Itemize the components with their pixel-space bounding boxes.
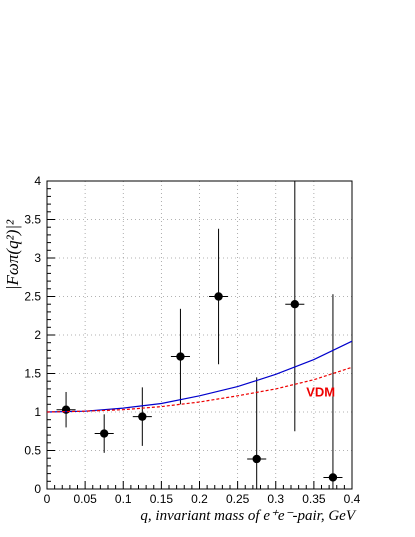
data-point [247,377,267,489]
data-marker [328,473,338,482]
x-tick-label: 0.25 [226,492,250,506]
data-point [132,387,152,446]
data-marker [290,300,300,309]
data-point [56,391,76,428]
y-tick-label: 1 [34,405,41,419]
axes [46,180,353,490]
grid [47,181,352,489]
data-marker [61,405,71,414]
annotations: VDM [306,385,335,400]
y-tick-label: 4 [34,174,41,188]
x-tick-label: 0.2 [191,492,208,506]
y-tick-label: 1.5 [24,367,41,381]
x-tick-label: 0.1 [115,492,132,506]
y-tick-label: 2 [34,328,41,342]
vdm-label: VDM [306,385,335,400]
x-axis-title: q, invariant mass of e⁺e⁻-pair, GeV [140,508,356,524]
data-marker [252,454,261,464]
vdm-curve [47,366,352,413]
y-tick-label: 0.5 [24,444,41,458]
data-point [170,308,190,405]
x-tick-label: 0.15 [150,492,174,506]
data-point [209,228,229,365]
x-tick-label: 0.4 [344,492,361,506]
y-tick-label: 2.5 [24,290,41,304]
y-tick-label: 0 [34,482,41,496]
data-marker [176,352,185,361]
data-point [323,294,343,489]
x-tick-label: 0 [44,492,51,506]
data-point [94,414,114,453]
x-tick-label: 0.05 [73,492,97,506]
y-axis-title: |Fωπ(q²)|² [3,219,22,290]
y-tick-label: 3 [34,251,41,265]
data-marker [138,412,147,421]
data-marker [99,429,109,438]
data-point [285,181,305,432]
x-tick-label: 0.35 [302,492,326,506]
series [47,181,352,489]
y-tick-label: 3.5 [24,213,41,227]
data-marker [214,292,223,301]
x-tick-label: 0.3 [267,492,284,506]
tick-labels: 0 0.05 0.1 0.15 0.2 0.25 0.3 0.35 0.4 0 0.5 1 1.5 2 2.… [24,174,360,506]
